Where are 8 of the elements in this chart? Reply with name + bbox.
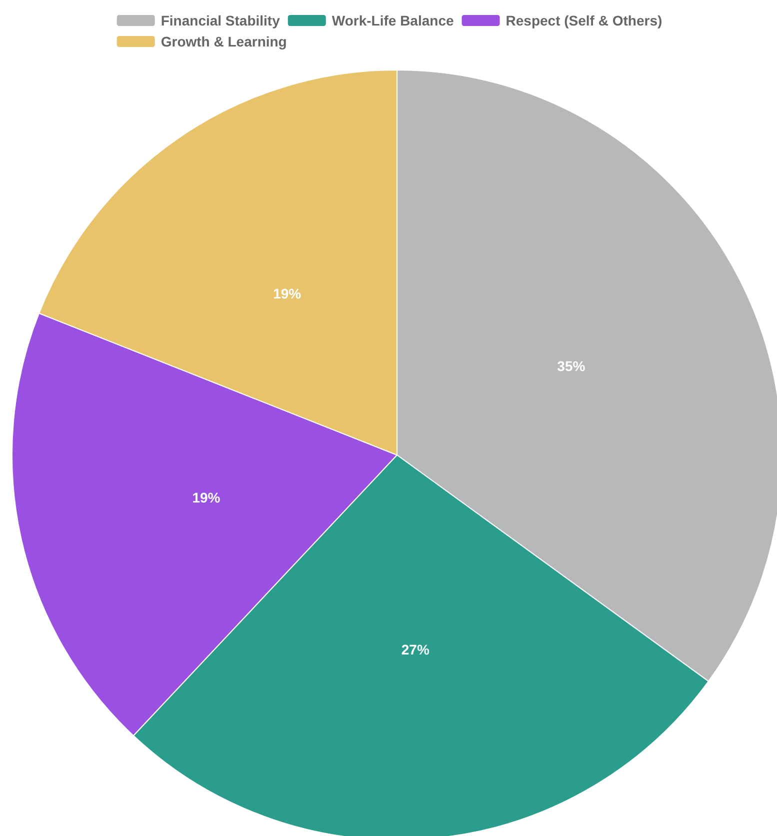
data-label: 19% — [273, 285, 302, 302]
legend-label: Respect (Self & Others) — [506, 12, 662, 28]
data-label: 27% — [401, 642, 430, 658]
legend-label: Financial Stability — [160, 12, 280, 28]
legend-label: Growth & Learning — [160, 34, 287, 50]
data-label: 35% — [557, 358, 586, 374]
legend-label: Work-Life Balance — [332, 12, 454, 28]
data-label: 19% — [192, 490, 221, 506]
